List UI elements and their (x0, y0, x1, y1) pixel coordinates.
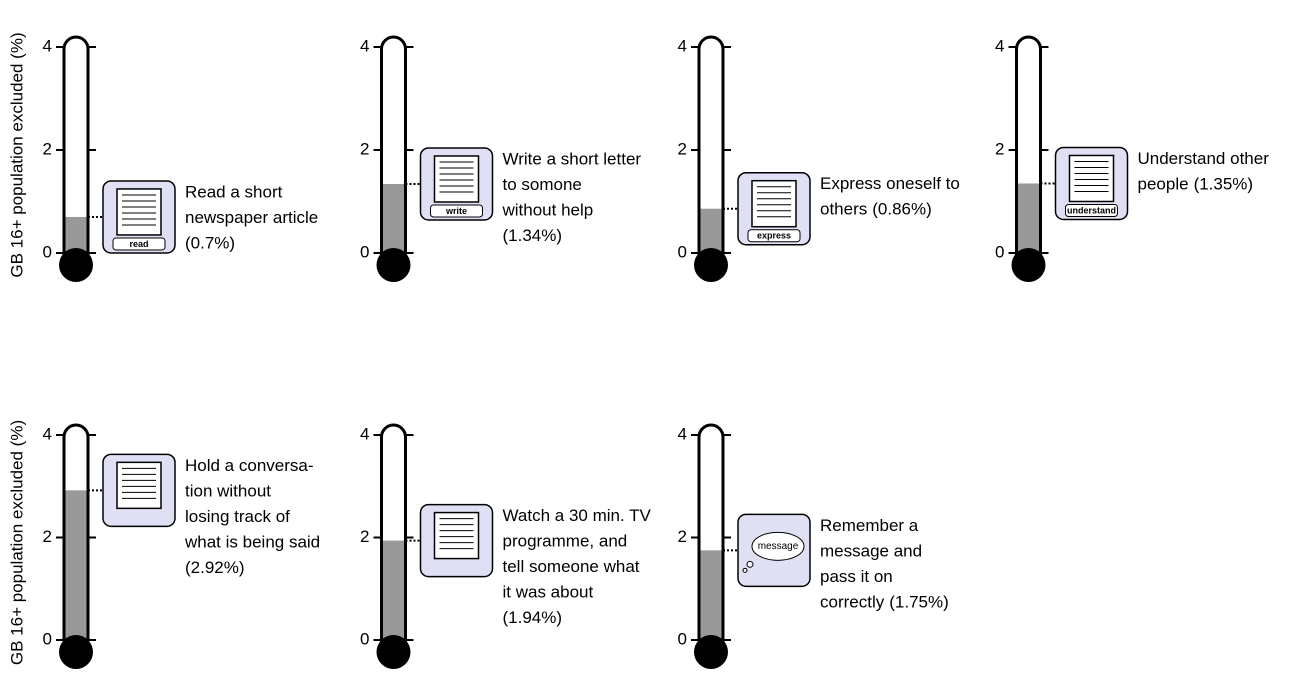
icon-label: express (757, 231, 791, 241)
y-tick-label: 4 (995, 36, 1004, 55)
icon-art (116, 188, 162, 236)
caption-line: what is being said (184, 532, 320, 551)
thermometer-fill (1018, 183, 1039, 263)
y-tick-label: 0 (43, 242, 52, 261)
icon-label: message (758, 541, 799, 552)
y-tick-label: 4 (360, 424, 369, 443)
caption-line: others (820, 200, 867, 219)
caption-line: Write a short letter (503, 149, 642, 168)
icon-label-box (747, 229, 801, 243)
caption-line: pass it on (820, 567, 893, 586)
caption-line: people (1138, 174, 1189, 193)
thermometer-fill (383, 540, 404, 650)
thermometer-bulb (59, 635, 93, 669)
y-tick-label: 2 (43, 527, 52, 546)
y-tick-label: 2 (360, 139, 369, 158)
icon-cloud (751, 531, 805, 561)
y-tick-label: 0 (360, 242, 369, 261)
caption-line: message and (820, 541, 922, 560)
y-tick-label: 0 (678, 629, 687, 648)
y-tick-label: 2 (678, 527, 687, 546)
thermometer-bulb (376, 635, 411, 669)
thermometer-tube (62, 35, 90, 265)
thermometer-bulb (694, 248, 728, 282)
y-axis-label: GB 16+ population excluded (%) (7, 420, 26, 665)
thermometer-fill (383, 183, 404, 263)
y-tick-label: 0 (360, 629, 369, 648)
value-label: (1.35%) (1194, 174, 1254, 193)
icon-art (751, 179, 797, 228)
caption-line: correctly (820, 592, 885, 611)
icon-label: understand (1067, 205, 1116, 215)
y-tick-label: 2 (995, 139, 1004, 158)
caption-line: Remember a (820, 516, 919, 535)
value-label: (0.7%) (185, 233, 235, 252)
caption-line: Understand other (1138, 149, 1270, 168)
y-tick-label: 4 (678, 36, 687, 55)
caption-line: tion without (185, 481, 271, 500)
icon-label-box (1065, 203, 1118, 217)
icon-art (433, 511, 480, 560)
value-label: (1.34%) (503, 226, 563, 245)
y-axis-label: GB 16+ population excluded (%) (7, 32, 26, 277)
caption-line: tell someone what (503, 557, 640, 576)
value-label: (1.94%) (503, 608, 563, 627)
y-tick-label: 2 (360, 527, 369, 546)
y-tick-label: 4 (43, 424, 52, 443)
y-tick-label: 4 (43, 36, 52, 55)
caption-line: Express oneself to (820, 174, 960, 193)
icon-label-box (112, 237, 166, 251)
thermometer-bulb (376, 248, 411, 282)
value-label: (1.75%) (889, 592, 949, 611)
caption-line: programme, and (503, 532, 628, 551)
y-tick-label: 0 (678, 242, 687, 261)
caption-line: to somone (503, 175, 582, 194)
y-tick-label: 4 (360, 36, 369, 55)
caption-line: losing track of (185, 507, 290, 526)
y-tick-label: 0 (43, 629, 52, 648)
caption-line: Watch a 30 min. TV (503, 506, 652, 525)
icon-label: read (129, 239, 148, 249)
caption-line: newspaper article (185, 208, 318, 227)
caption-line: without help (502, 200, 594, 219)
thermometer-fill (65, 490, 87, 650)
icon-bubble (742, 567, 748, 573)
icon-art (116, 461, 162, 510)
caption-line: Hold a conversa- (185, 456, 314, 475)
caption-line: Read a short (185, 182, 283, 201)
thermometer-fill (700, 550, 722, 650)
value-label: (2.92%) (185, 558, 245, 577)
caption-line: it was about (503, 583, 594, 602)
icon-label: write (445, 206, 467, 216)
icon-art (433, 155, 480, 203)
thermometer-bulb (694, 635, 728, 669)
thermometer-bulb (1011, 248, 1046, 282)
y-tick-label: 4 (678, 424, 687, 443)
y-tick-label: 2 (43, 139, 52, 158)
value-label: (0.86%) (872, 200, 932, 219)
icon-art (1068, 154, 1115, 203)
icon-bubble (746, 560, 754, 568)
thermometer-bulb (59, 248, 93, 282)
icon-label-box (430, 204, 483, 218)
y-tick-label: 2 (678, 139, 687, 158)
y-tick-label: 0 (995, 242, 1004, 261)
thermometer-tube (697, 35, 725, 265)
